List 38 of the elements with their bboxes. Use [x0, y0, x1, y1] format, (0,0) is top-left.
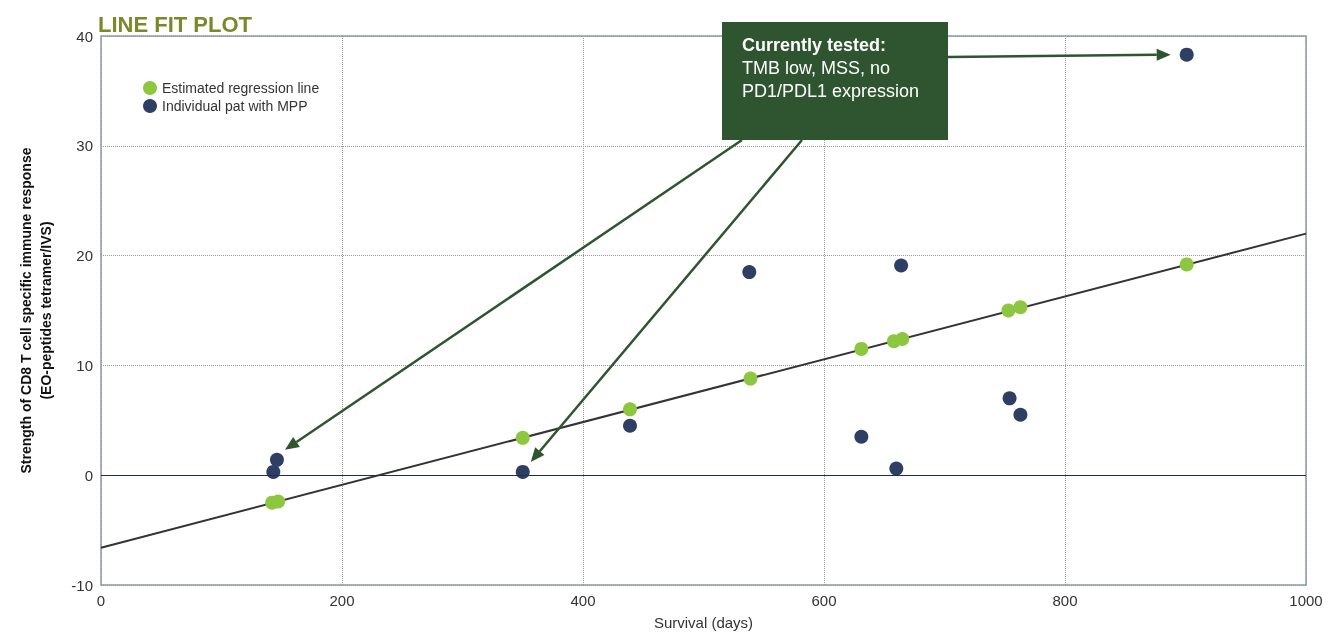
y-axis-title: Strength of CD8 T cell specific immune response (EO-peptides tetramer/IVS) — [18, 147, 54, 474]
x-axis-title: Survival (days) — [653, 614, 754, 631]
point — [742, 265, 757, 280]
chart-title: LINE FIT PLOT — [98, 11, 253, 37]
y-tick-label: 20 — [76, 247, 93, 265]
x-tick-label: 0 — [96, 592, 106, 609]
y-tick-label: 40 — [76, 27, 93, 45]
callout-box: Currently tested: TMB low, MSS, no PD1/PDL1 expression — [722, 22, 948, 140]
point — [1002, 391, 1017, 406]
x-tick-label: 600 — [811, 592, 837, 609]
point — [623, 418, 637, 433]
annotation: TMB low, MSS, no PD1/PDL1 expression — [742, 57, 921, 103]
legend-label: Individual pat with MPP — [162, 98, 308, 114]
x-tick-label: 400 — [570, 592, 596, 609]
y-tick-label: 10 — [76, 356, 93, 374]
x-tick-label: 200 — [329, 592, 355, 609]
point — [743, 371, 758, 386]
y-tick-label: 0 — [84, 466, 93, 484]
point — [1001, 303, 1016, 318]
y-tick-label: 30 — [76, 137, 93, 155]
point — [1013, 407, 1028, 422]
point — [623, 402, 637, 417]
annotation: Currently tested: — [742, 34, 888, 57]
point — [854, 341, 869, 356]
x-tick-label: 1000 — [1289, 592, 1323, 609]
x-tick-label: 800 — [1052, 592, 1078, 609]
point — [895, 332, 910, 347]
point — [269, 452, 284, 467]
point — [1179, 257, 1194, 272]
point — [515, 464, 530, 479]
y-tick-label: -10 — [71, 576, 93, 594]
point — [1013, 300, 1028, 315]
point — [889, 461, 904, 476]
point — [515, 430, 530, 445]
point — [1179, 47, 1194, 62]
point — [894, 258, 909, 273]
point — [854, 429, 869, 444]
legend-label: Estimated regression line — [162, 80, 320, 96]
